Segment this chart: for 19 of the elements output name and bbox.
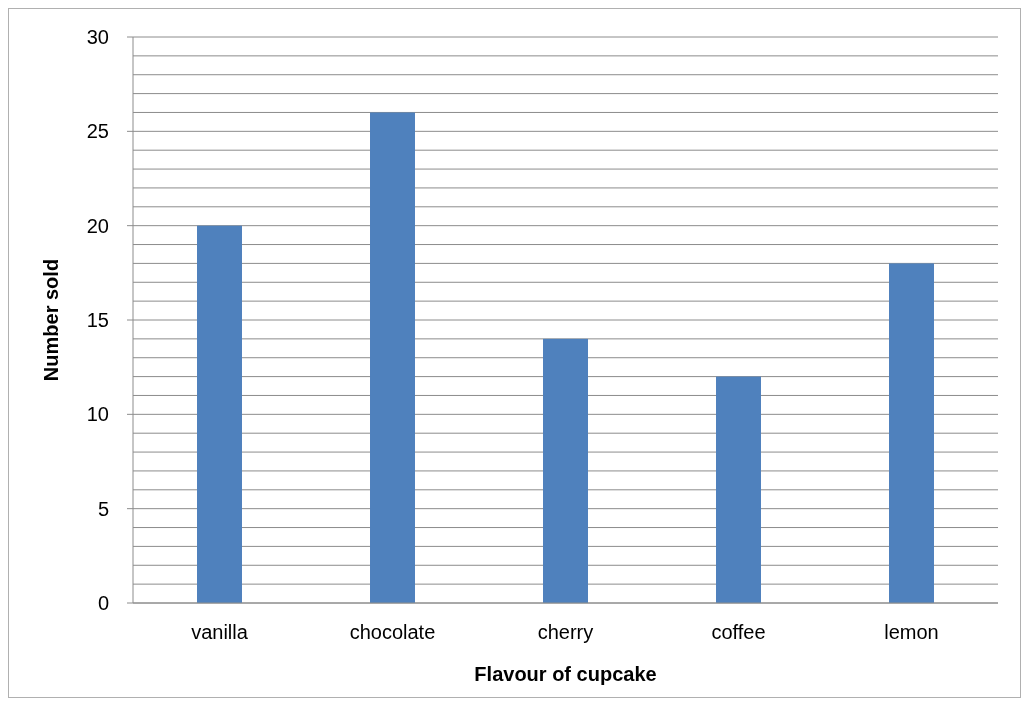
bar <box>716 376 761 603</box>
x-axis-title: Flavour of cupcake <box>474 663 657 685</box>
bar <box>889 263 934 603</box>
x-tick-label: lemon <box>884 621 939 643</box>
y-tick-label: 25 <box>86 120 109 143</box>
bar <box>197 225 242 603</box>
x-tick-label: coffee <box>711 621 766 643</box>
y-tick-label: 10 <box>86 403 109 426</box>
y-tick-label: 30 <box>86 26 109 48</box>
y-tick-label: 15 <box>86 309 109 331</box>
bar <box>370 112 415 603</box>
y-tick-label: 5 <box>97 497 109 520</box>
x-tick-label: vanilla <box>191 621 249 643</box>
bar <box>543 338 588 603</box>
y-axis-title: Number sold <box>40 258 62 382</box>
y-tick-label: 0 <box>97 592 109 614</box>
x-tick-label: cherry <box>537 621 594 643</box>
x-tick-label: chocolate <box>349 621 436 643</box>
y-tick-label: 20 <box>86 214 109 237</box>
